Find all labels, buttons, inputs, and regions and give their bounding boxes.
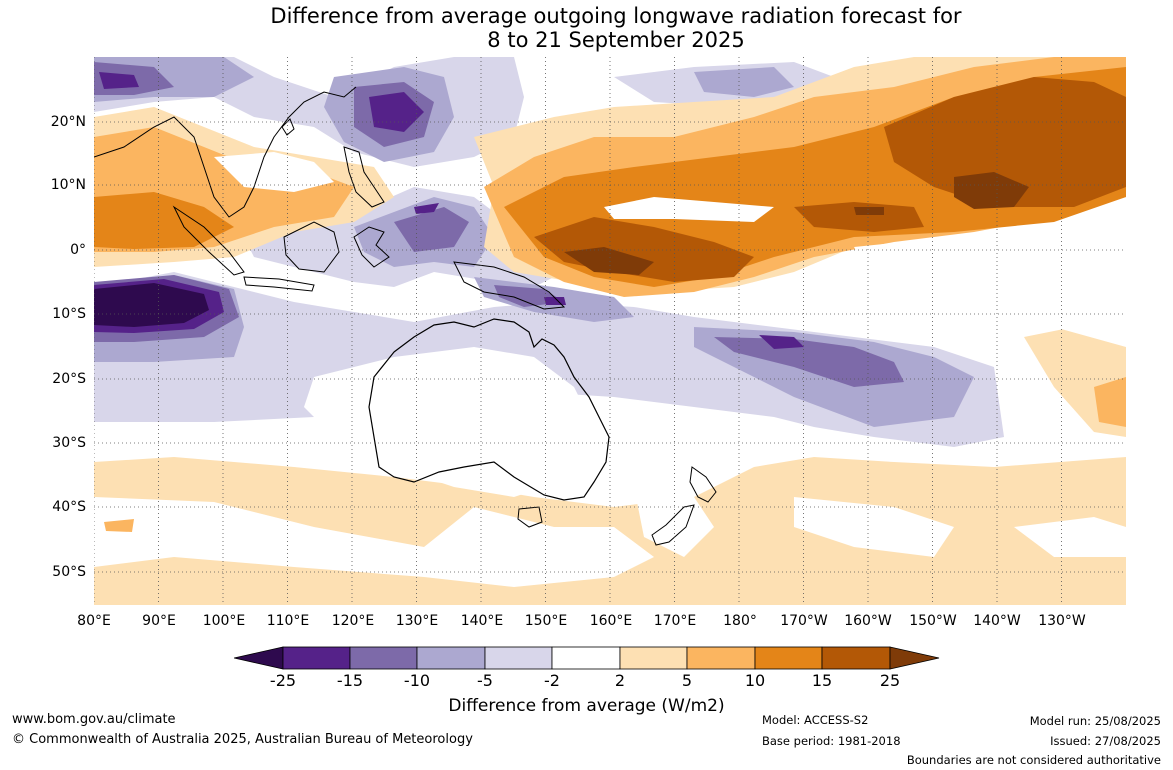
colorbar-tick-5: -2 (544, 671, 560, 690)
colorbar-tick-8: 10 (744, 671, 766, 690)
lat-label-10s: 10°S (52, 306, 86, 322)
asia-coastline (94, 86, 357, 218)
lon-label-170w: 170°W (780, 613, 828, 629)
colorbar-swatch-1 (282, 646, 351, 670)
base-period: Base period: 1981-2018 (762, 734, 901, 748)
lon-label-150w: 150°W (909, 613, 957, 629)
colorbar-tick-6: 2 (614, 671, 626, 690)
new-guinea-coastline (453, 261, 566, 310)
colorbar-tick-10: 25 (879, 671, 901, 690)
sumatra-coastline (172, 205, 245, 276)
lat-label-50s: 50°S (52, 564, 86, 580)
colorbar-swatch-2 (349, 646, 418, 670)
colorbar-swatch-8 (754, 646, 823, 670)
title-line-1: Difference from average outgoing longwav… (270, 4, 962, 28)
model-run-date: Model run: 25/08/2025 (1029, 714, 1161, 728)
lon-label-170e: 170°E (653, 613, 697, 629)
colorbar-swatch-6 (619, 646, 688, 670)
boundaries-disclaimer: Boundaries are not considered authoritat… (906, 753, 1161, 767)
borneo-coastline (283, 221, 340, 273)
bom-website-link[interactable]: www.bom.gov.au/climate (12, 712, 176, 727)
lon-label-160e: 160°E (589, 613, 633, 629)
lon-label-160w: 160°W (844, 613, 892, 629)
lon-label-100e: 100°E (202, 613, 246, 629)
colorbar-swatch-5 (551, 646, 621, 670)
australia-coastline (368, 318, 610, 501)
colorbar-tick-3: -10 (403, 671, 431, 690)
lon-label-180: 180° (723, 613, 757, 629)
colorbar-swatch-4 (484, 646, 553, 670)
colorbar-swatch-9 (821, 646, 891, 670)
issued-date: Issued: 27/08/2025 (1050, 734, 1161, 748)
java-coastline (243, 276, 315, 292)
colorbar-swatch-3 (416, 646, 486, 670)
lon-label-140e: 140°E (460, 613, 504, 629)
copyright-notice: © Commonwealth of Australia 2025, Austra… (12, 732, 473, 747)
colorbar-tick-1: -25 (269, 671, 297, 690)
title-line-2: 8 to 21 September 2025 (487, 28, 745, 52)
northern-negative-anomalies (94, 57, 834, 167)
maritime-negative-anomalies (244, 187, 634, 322)
lon-label-80e: 80°E (77, 613, 111, 629)
colorbar-tick-2: -15 (336, 671, 364, 690)
philippines-coastline (343, 146, 385, 208)
map-title: Difference from average outgoing longwav… (0, 4, 1173, 52)
new-zealand-coastline (651, 466, 717, 546)
lat-label-0: 0° (70, 242, 86, 258)
lat-label-10n: 10°N (50, 177, 86, 193)
lat-label-40s: 40°S (52, 499, 86, 515)
colorbar-over-arrow (889, 646, 940, 670)
neutral-regions (304, 227, 1126, 497)
colorbar-label: Difference from average (W/m2) (448, 696, 725, 716)
longitude-gridlines (94, 57, 1062, 605)
lon-label-120e: 120°E (331, 613, 375, 629)
colorbar (234, 646, 940, 670)
colorbar-swatch-7 (686, 646, 756, 670)
lon-label-130w: 130°W (1038, 613, 1086, 629)
olr-anomaly-map (94, 57, 1126, 605)
lon-label-130e: 130°E (395, 613, 439, 629)
indian-ocean-positive-anomalies (94, 107, 394, 267)
lat-label-20n: 20°N (50, 114, 86, 130)
lon-label-90e: 90°E (142, 613, 176, 629)
colorbar-tick-7: 5 (681, 671, 693, 690)
model-name: Model: ACCESS-S2 (762, 713, 869, 727)
lat-label-20s: 20°S (52, 371, 86, 387)
colorbar-under-arrow (234, 646, 284, 670)
lon-label-140w: 140°W (973, 613, 1021, 629)
lat-label-30s: 30°S (52, 435, 86, 451)
latitude-gridlines (94, 121, 1126, 573)
colorbar-tick-9: 15 (811, 671, 833, 690)
lon-label-150e: 150°E (524, 613, 568, 629)
tasmania-coastline (517, 506, 543, 528)
sulawesi-coastline (353, 226, 390, 268)
lon-label-110e: 110°E (266, 613, 310, 629)
colorbar-tick-4: -5 (477, 671, 493, 690)
